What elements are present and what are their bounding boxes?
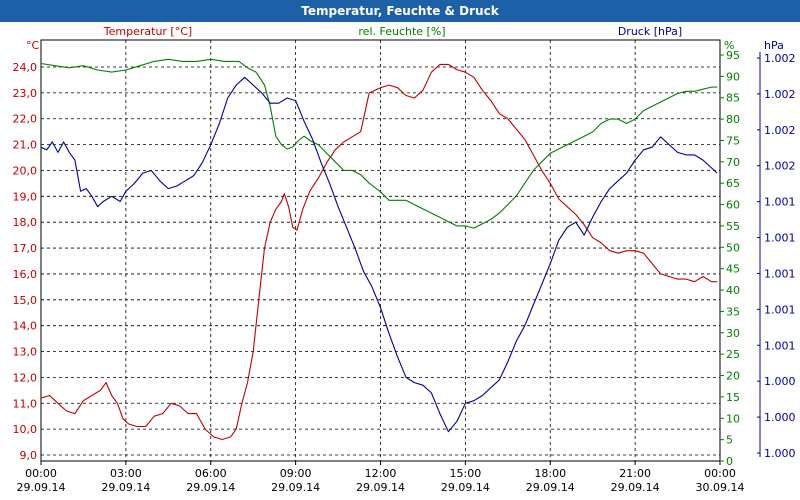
- humidity-axis-title: rel. Feuchte [%]: [358, 25, 445, 38]
- x-tick-time: 18:00: [534, 467, 566, 480]
- humidity-tick-label: 10: [726, 412, 740, 425]
- series-lines: [40, 58, 718, 441]
- pressure-series-line: [40, 76, 718, 433]
- temperature-tick-label: 12,0: [13, 371, 38, 384]
- temperature-axis-title: Temperatur [°C]: [103, 25, 192, 38]
- pressure-tick-label: 1.000: [764, 375, 796, 388]
- temperature-tick-label: 17,0: [13, 242, 38, 255]
- humidity-tick-label: 30: [726, 327, 740, 340]
- humidity-tick-label: 70: [726, 156, 740, 169]
- pressure-tick-label: 1.001: [764, 267, 796, 280]
- humidity-tick-label: 5: [726, 434, 733, 447]
- humidity-tick-label: 50: [726, 241, 740, 254]
- pressure-tick-label: 1.002: [764, 124, 796, 137]
- x-tick-date: 29.09.14: [101, 481, 150, 494]
- temperature-series-line: [40, 63, 718, 441]
- pressure-tick-label: 1.001: [764, 303, 796, 316]
- temperature-tick-label: 13,0: [13, 346, 38, 359]
- pressure-unit-label: hPa: [764, 39, 784, 52]
- humidity-tick-label: 40: [726, 284, 740, 297]
- x-tick-date: 29.09.14: [186, 481, 235, 494]
- humidity-tick-label: 95: [726, 49, 740, 62]
- humidity-tick-label: 80: [726, 113, 740, 126]
- x-tick-date: 29.09.14: [271, 481, 320, 494]
- temperature-tick-label: 11,0: [13, 397, 38, 410]
- humidity-tick-label: 15: [726, 391, 740, 404]
- humidity-tick-label: 35: [726, 305, 740, 318]
- x-tick-time: 09:00: [280, 467, 312, 480]
- humidity-tick-label: 55: [726, 220, 740, 233]
- x-tick-time: 06:00: [195, 467, 227, 480]
- axis-labels: 9,0 10,0 11,0 12,0 13,0 14,0 15,0 16,0 17,0 18,0 1…: [13, 25, 796, 494]
- pressure-tick-label: 1.000: [764, 447, 796, 460]
- pressure-tick-label: 1.001: [764, 339, 796, 352]
- humidity-tick-label: 85: [726, 92, 740, 105]
- temperature-unit-label: °C: [26, 39, 40, 52]
- humidity-tick-label: 20: [726, 370, 740, 383]
- axes: [40, 39, 761, 465]
- humidity-tick-label: 25: [726, 348, 740, 361]
- x-tick-time: 15:00: [450, 467, 482, 480]
- x-tick-time: 03:00: [110, 467, 142, 480]
- temperature-tick-label: 21,0: [13, 139, 38, 152]
- temperature-tick-label: 9,0: [20, 449, 38, 462]
- humidity-series-line: [40, 58, 718, 229]
- temperature-tick-label: 15,0: [13, 294, 38, 307]
- humidity-tick-label: 90: [726, 70, 740, 83]
- temperature-tick-label: 20,0: [13, 164, 38, 177]
- humidity-tick-label: 75: [726, 134, 740, 147]
- temperature-tick-label: 23,0: [13, 87, 38, 100]
- pressure-tick-label: 1.001: [764, 232, 796, 245]
- x-tick-date: 29.09.14: [611, 481, 660, 494]
- temperature-tick-label: 22,0: [13, 113, 38, 126]
- x-tick-date: 29.09.14: [17, 481, 66, 494]
- temperature-tick-label: 16,0: [13, 268, 38, 281]
- chart-title: Temperatur, Feuchte & Druck: [0, 0, 800, 22]
- x-tick-time: 21:00: [619, 467, 651, 480]
- humidity-tick-label: 45: [726, 263, 740, 276]
- plot-background: [0, 22, 800, 500]
- pressure-tick-label: 1.001: [764, 196, 796, 209]
- pressure-tick-label: 1.000: [764, 411, 796, 424]
- x-tick-date: 29.09.14: [526, 481, 575, 494]
- x-tick-date: 29.09.14: [356, 481, 405, 494]
- grid-lines: [41, 40, 720, 461]
- pressure-tick-label: 1.002: [764, 52, 796, 65]
- temperature-tick-label: 10,0: [13, 423, 38, 436]
- pressure-tick-label: 1.002: [764, 160, 796, 173]
- x-tick-date: 30.09.14: [696, 481, 745, 494]
- x-tick-date: 29.09.14: [441, 481, 490, 494]
- chart-area: 9,0 10,0 11,0 12,0 13,0 14,0 15,0 16,0 17,0 18,0 1…: [0, 22, 800, 500]
- temperature-tick-label: 18,0: [13, 216, 38, 229]
- temperature-tick-label: 14,0: [13, 320, 38, 333]
- humidity-tick-label: 60: [726, 199, 740, 212]
- humidity-tick-label: 0: [726, 455, 733, 468]
- x-tick-time: 00:00: [25, 467, 57, 480]
- x-tick-time: 00:00: [704, 467, 736, 480]
- x-tick-time: 12:00: [365, 467, 397, 480]
- humidity-unit-label: %: [724, 39, 734, 52]
- humidity-tick-label: 65: [726, 177, 740, 190]
- temperature-tick-label: 24,0: [13, 61, 38, 74]
- temperature-tick-label: 19,0: [13, 190, 38, 203]
- pressure-tick-label: 1.002: [764, 88, 796, 101]
- pressure-axis-title: Druck [hPa]: [618, 25, 682, 38]
